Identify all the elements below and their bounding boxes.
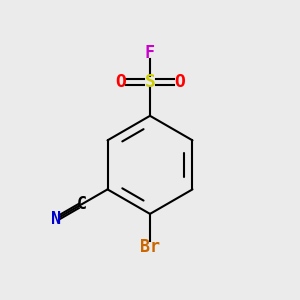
Text: N: N bbox=[51, 210, 61, 228]
Text: F: F bbox=[145, 44, 155, 62]
Text: Br: Br bbox=[140, 238, 160, 256]
Text: C: C bbox=[77, 195, 87, 213]
Text: O: O bbox=[174, 73, 185, 91]
Text: S: S bbox=[145, 73, 155, 91]
Text: O: O bbox=[115, 73, 126, 91]
